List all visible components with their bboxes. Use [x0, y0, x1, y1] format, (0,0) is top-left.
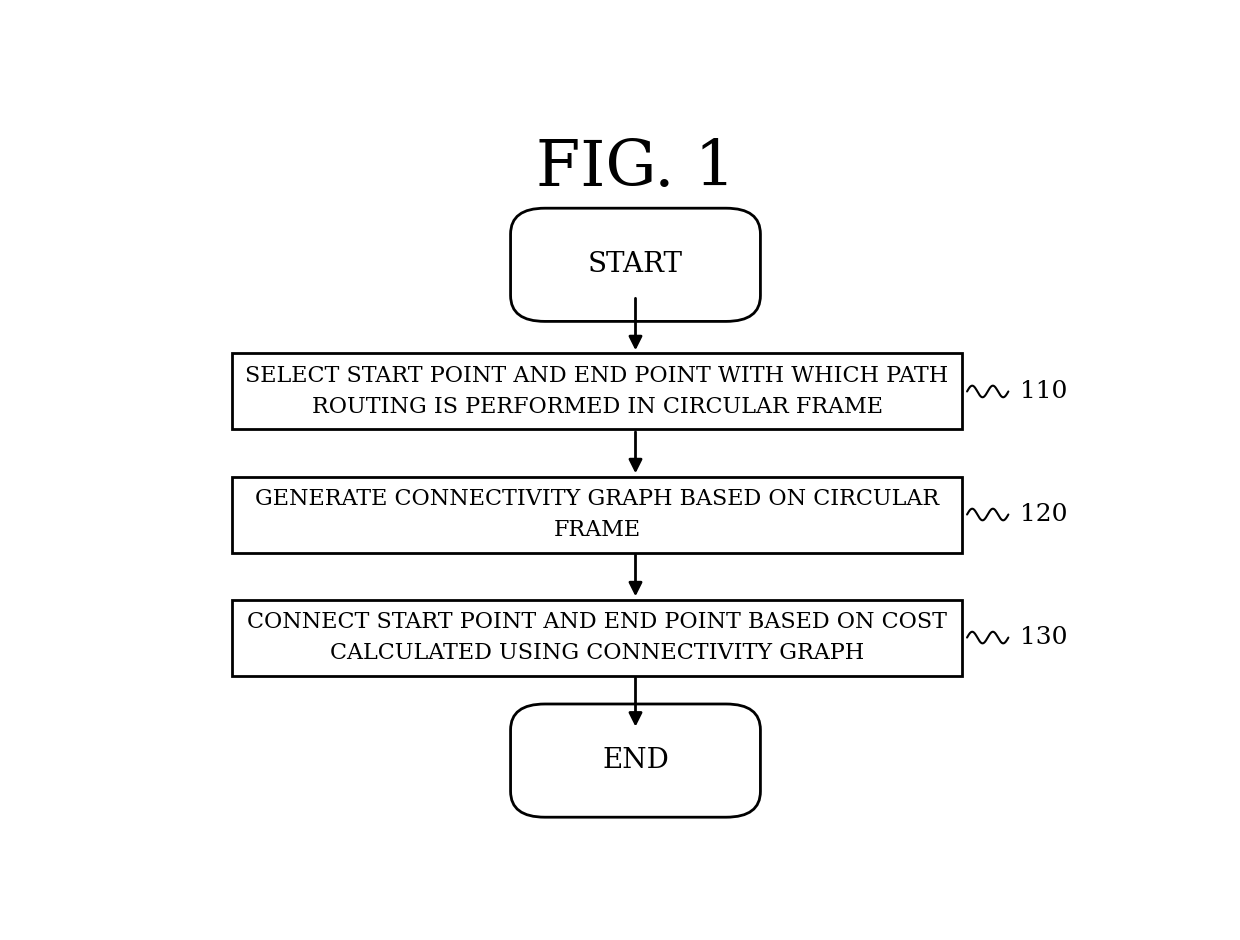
Text: SELECT START POINT AND END POINT WITH WHICH PATH
ROUTING IS PERFORMED IN CIRCULA: SELECT START POINT AND END POINT WITH WH…	[246, 366, 949, 417]
Text: START: START	[588, 251, 683, 278]
Text: 110: 110	[1021, 380, 1068, 403]
Text: END: END	[603, 747, 668, 775]
FancyBboxPatch shape	[511, 208, 760, 321]
Bar	[232, 477, 962, 553]
Text: 120: 120	[1021, 503, 1068, 526]
Text: GENERATE CONNECTIVITY GRAPH BASED ON CIRCULAR
FRAME: GENERATE CONNECTIVITY GRAPH BASED ON CIR…	[255, 488, 939, 540]
Text: 130: 130	[1021, 626, 1068, 649]
FancyBboxPatch shape	[511, 704, 760, 817]
Bar	[232, 353, 962, 430]
Bar	[232, 600, 962, 676]
Text: CONNECT START POINT AND END POINT BASED ON COST
CALCULATED USING CONNECTIVITY GR: CONNECT START POINT AND END POINT BASED …	[247, 611, 947, 664]
Text: FIG. 1: FIG. 1	[536, 138, 735, 199]
